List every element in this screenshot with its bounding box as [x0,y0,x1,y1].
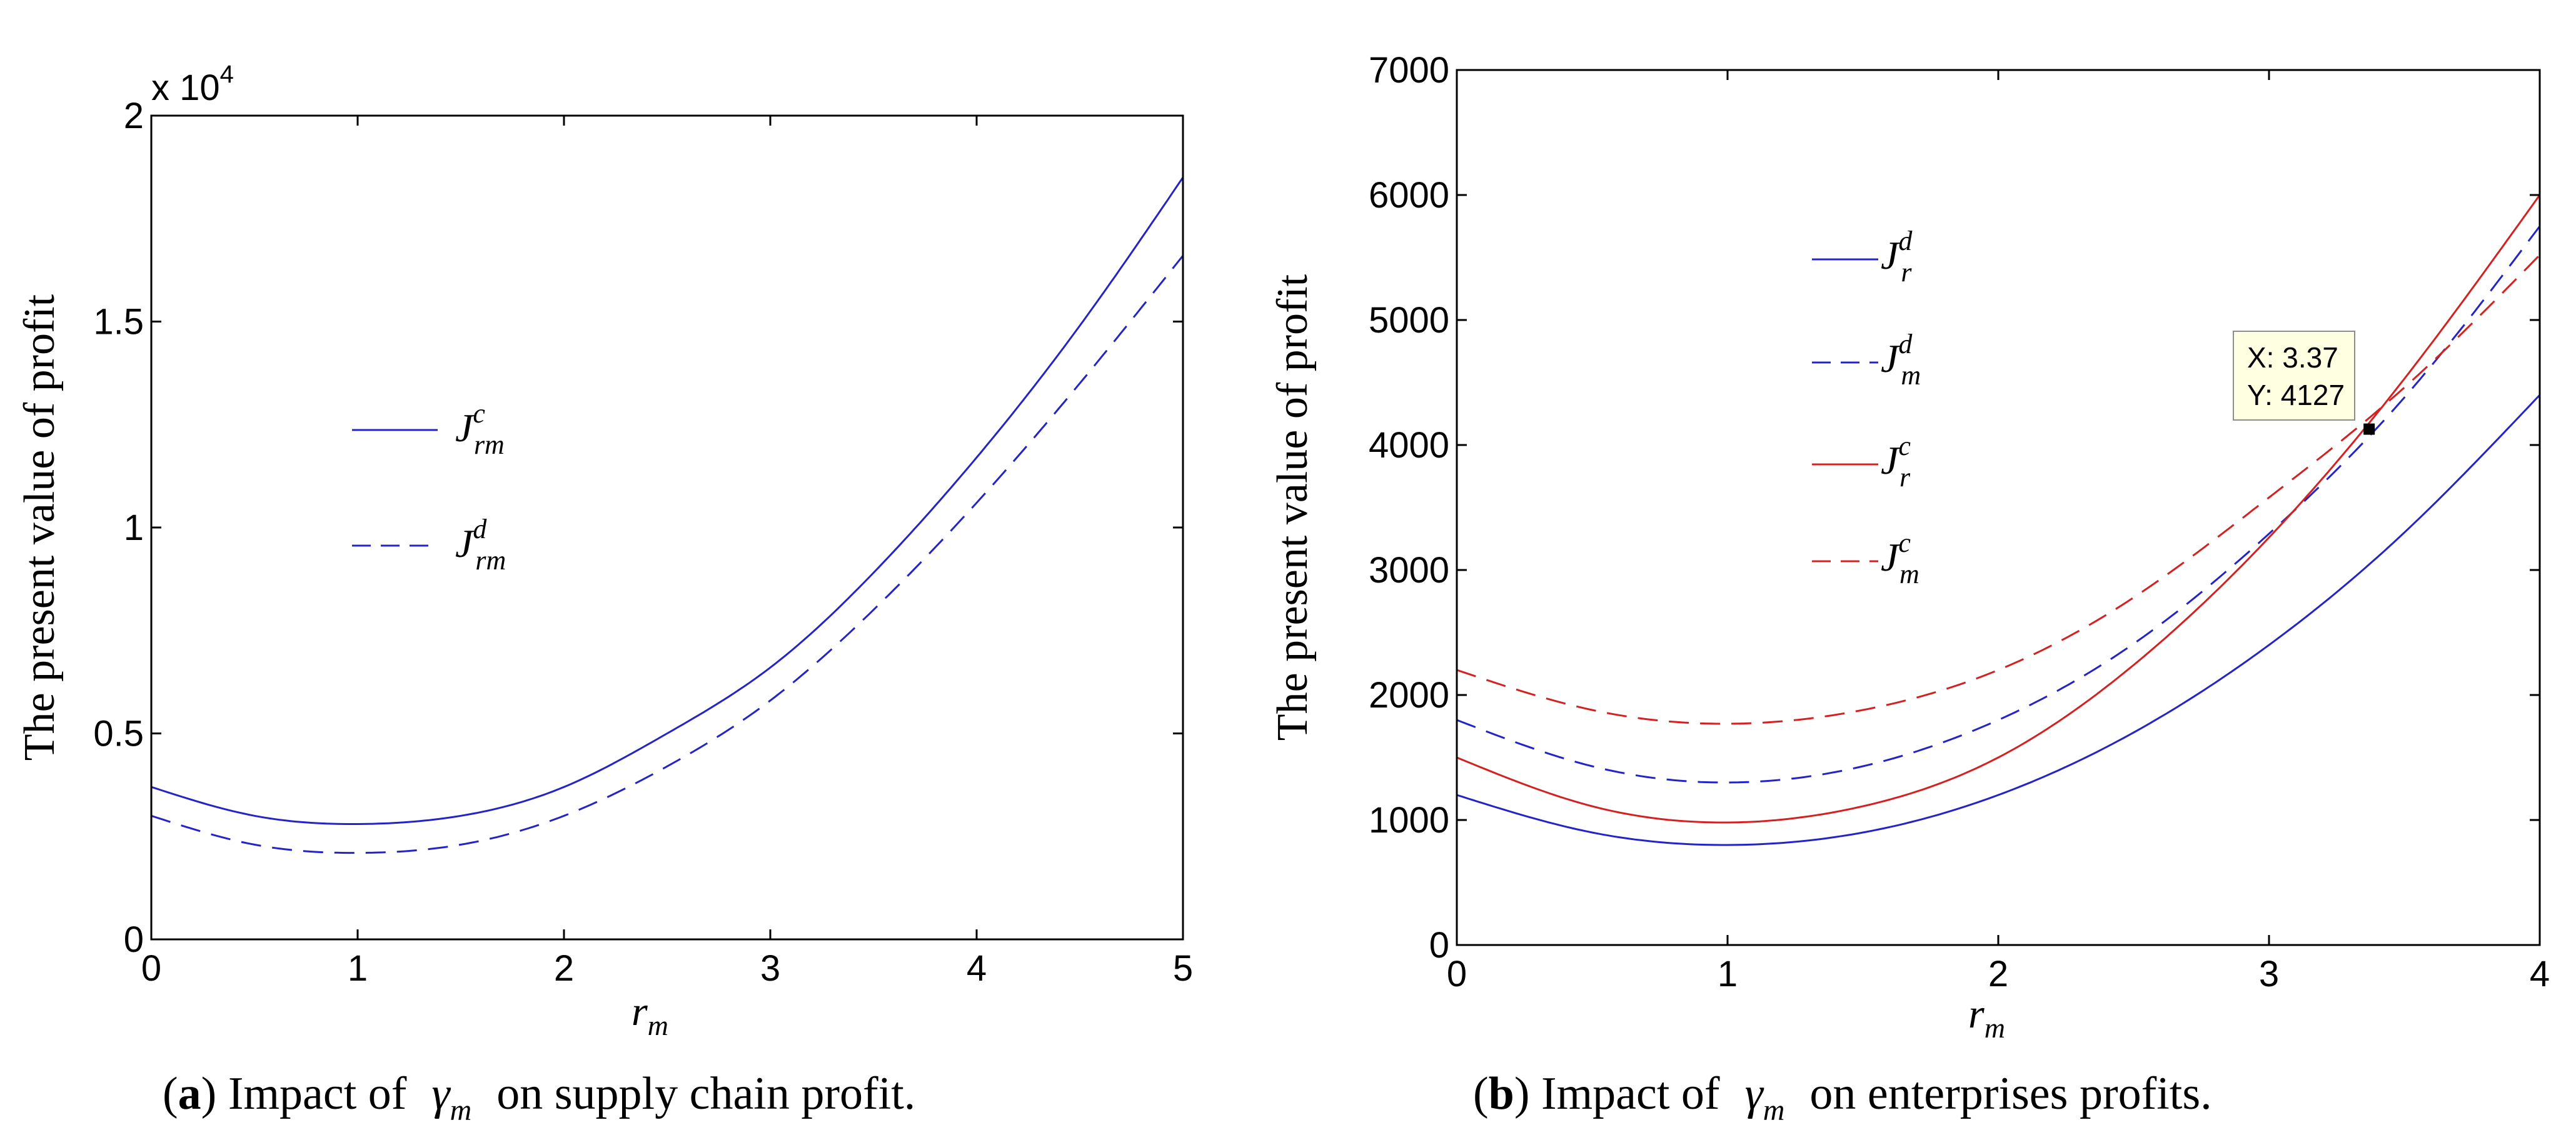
chart-b-series-3-line [1456,194,2541,824]
chart-b-legend-label-2: Jd m [1881,329,1921,391]
chart-a-y-tick-label: 0.5 [93,714,144,754]
chart-b-legend-label-1: Jd r [1881,226,1913,288]
chart-a-x-tick-label: 0 [141,948,161,989]
chart-a-plot-frame [150,114,1184,941]
chart-b-y-tick-label: 4000 [1369,425,1449,466]
chart-b-datatip-box [2233,331,2355,421]
chart-b-series-4-line [1456,254,2541,725]
chart-b-plot-frame [1456,69,2541,946]
chart-a-y-axis-label: The present value of profit [16,294,64,761]
chart-b-datatip[interactable]: X: 3.37 Y: 4127 [2233,331,2375,435]
chart-b-tick-group: 0 1 2 3 4 0 1000 2000 3000 4000 5000 6000 7000 [1369,50,2550,994]
chart-b-x-tick-label: 4 [2530,954,2550,994]
chart-b-y-tick-label: 1000 [1369,800,1449,841]
chart-a-y-tick-label: 1.5 [93,302,144,342]
chart-a-x-axis-label: rm [631,989,668,1041]
chart-b-datatip-x: X: 3.37 [2247,341,2338,374]
chart-b-series-group [1456,194,2541,846]
chart-b-legend: Jd r Jd m Jc r Jc m [1812,226,1921,589]
chart-b-y-tick-label: 2000 [1369,675,1449,716]
chart-a-x-tick-label: 5 [1173,948,1193,989]
chart-b-series-1-line [1456,394,2541,846]
chart-a-y-tick-label: 0 [124,919,144,960]
chart-b: 0 1 2 3 4 0 1000 2000 3000 4000 5000 6000 7000 The p… [1269,50,2550,1127]
chart-a-tick-group: 0 1 2 3 4 5 0 0.5 1 1.5 2 [93,96,1193,989]
chart-b-datatip-y: Y: 4127 [2247,379,2345,411]
chart-a-x-tick-label: 2 [554,948,574,989]
chart-a-y-tick-label: 2 [124,96,144,136]
chart-a-caption: (a) Impact of γm on supply chain profit. [163,1068,915,1127]
chart-b-y-tick-label: 7000 [1369,50,1449,91]
chart-a-legend-label-1: Jc rm [455,398,505,460]
chart-a-x-tick-label: 3 [760,948,780,989]
chart-a-x-tick-label: 1 [348,948,368,989]
chart-a-multiplier: x 104 [151,61,234,108]
chart-b-caption: (b) Impact of γm on enterprises profits. [1473,1068,2212,1127]
chart-a-series-1-line [151,176,1184,825]
chart-a-y-tick-label: 1 [124,508,144,548]
chart-a-series-group [151,176,1184,854]
chart-b-legend-label-3: Jc r [1881,431,1911,492]
chart-b-y-tick-label: 3000 [1369,550,1449,591]
chart-b-y-tick-label: 6000 [1369,175,1449,216]
chart-a-series-2-line [151,255,1184,854]
chart-b-y-tick-label: 5000 [1369,300,1449,341]
chart-b-x-tick-label: 0 [1447,954,1467,994]
chart-b-x-tick-label: 1 [1718,954,1738,994]
chart-b-series-2-line [1456,226,2541,784]
chart-b-x-tick-label: 2 [1988,954,2008,994]
chart-a-multiplier-base: x 10 [151,68,220,108]
chart-b-datatip-marker[interactable] [2363,423,2375,435]
chart-a-legend-label-2: Jd rm [455,514,506,576]
chart-b-x-axis-label: rm [1968,991,2005,1044]
chart-b-y-axis-label: The present value of profit [1269,274,1317,741]
chart-b-y-tick-label: 0 [1429,925,1449,966]
chart-a-legend: Jc rm Jd rm [352,398,506,576]
chart-b-x-tick-label: 3 [2259,954,2279,994]
chart-b-legend-label-4: Jc m [1881,528,1919,589]
chart-a: 0 1 2 3 4 500.511.52 x 104 The present value … [16,61,1193,1127]
chart-a-multiplier-exp: 4 [220,61,234,88]
chart-a-x-tick-label: 4 [967,948,987,989]
